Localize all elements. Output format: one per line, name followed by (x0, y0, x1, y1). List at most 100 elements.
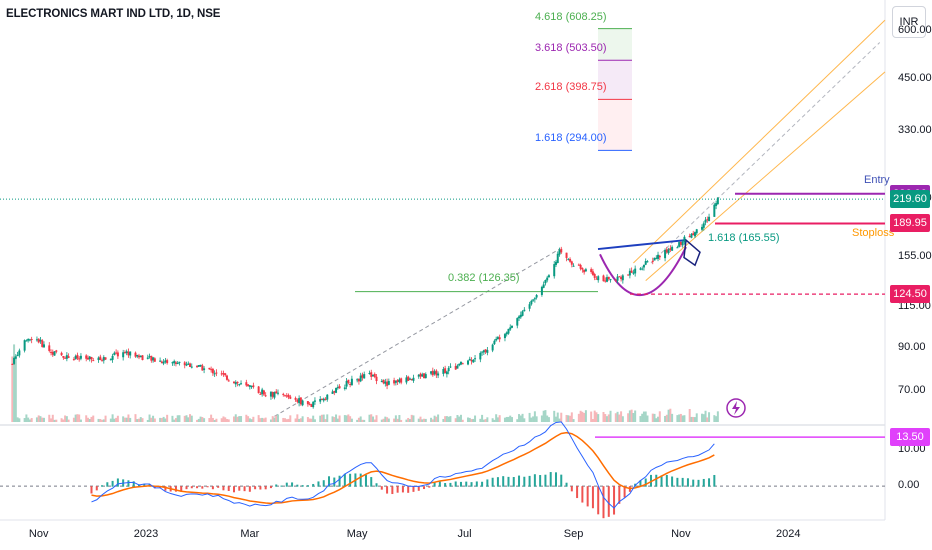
currency-button[interactable]: INR (892, 6, 926, 38)
volume-bar (113, 418, 116, 422)
candle-body (79, 355, 82, 359)
histogram-bar (423, 486, 426, 490)
candle (535, 294, 538, 300)
volume-bar (405, 419, 408, 422)
candle-body (716, 197, 719, 205)
histogram-bar (591, 486, 594, 509)
candle (18, 348, 21, 358)
candle-body (18, 350, 21, 356)
candle (48, 342, 51, 353)
candle-body (370, 372, 373, 377)
candle (148, 353, 151, 359)
histogram-bar (111, 480, 114, 487)
histogram-bar (101, 485, 104, 487)
candle (627, 274, 630, 276)
candle (298, 395, 301, 407)
candle (64, 356, 67, 359)
histogram-bar (496, 477, 499, 487)
candle-body (236, 381, 239, 384)
fib-level-label: 1.618 (294.00) (535, 132, 607, 145)
candle-body (496, 337, 499, 340)
lightning-icon[interactable] (726, 398, 746, 418)
candle (678, 241, 681, 248)
volume-bar (261, 417, 264, 422)
candle-body (412, 377, 415, 381)
candle (338, 384, 341, 389)
volume-bar (196, 419, 199, 422)
histogram-bar (428, 486, 431, 488)
volume-bar (544, 410, 547, 422)
candle-body (356, 379, 359, 381)
volume-bar (148, 414, 151, 422)
trend-projection-line (274, 248, 560, 417)
volume-bar (16, 417, 19, 422)
volume-bar (338, 415, 341, 422)
candle-body (424, 374, 427, 379)
volume-bar (459, 414, 462, 422)
histogram-bar (137, 484, 140, 487)
histogram-bar (349, 473, 352, 487)
volume-bar (76, 414, 79, 422)
volume-bar (320, 414, 323, 422)
volume-bar (115, 417, 118, 422)
candle (393, 377, 396, 386)
volume-bar (92, 415, 95, 422)
volume-bar (593, 410, 596, 422)
histogram-bar (391, 486, 394, 495)
candle (166, 358, 169, 365)
candle (554, 259, 557, 267)
candle (616, 274, 619, 284)
candle (468, 356, 471, 361)
candle (115, 349, 118, 355)
candle-body (644, 261, 647, 265)
candle (532, 299, 535, 302)
candle (683, 235, 686, 245)
time-tick-label: Nov (671, 528, 691, 540)
candle-body (532, 299, 535, 301)
candle-body (567, 258, 570, 260)
candle-body (333, 391, 336, 393)
candle-body (394, 380, 397, 383)
candle (224, 372, 227, 377)
candle-body (359, 375, 362, 382)
candle-body (577, 264, 580, 266)
candle-body (667, 249, 670, 254)
candle (665, 246, 668, 254)
histogram-bar (227, 486, 230, 491)
candle (310, 403, 313, 408)
candle (507, 328, 510, 335)
volume-bar (507, 416, 510, 422)
histogram-bar (708, 478, 711, 487)
volume-bar (523, 418, 526, 422)
candle-body (261, 389, 264, 395)
volume-bar (602, 412, 605, 422)
histogram-bar (539, 475, 542, 487)
candle (495, 336, 498, 342)
candle (630, 267, 633, 274)
histogram-bar (206, 486, 209, 488)
candle (547, 274, 550, 278)
candle-body (150, 355, 153, 361)
candle-body (706, 219, 709, 221)
candle (690, 233, 693, 239)
histogram-bar (280, 485, 283, 487)
candle-body (116, 352, 119, 357)
volume-bar (702, 414, 705, 422)
candle (505, 331, 508, 337)
candle-body (320, 398, 323, 400)
candle-body (28, 339, 31, 341)
histogram-bar (618, 486, 621, 504)
candle (273, 391, 276, 400)
candle-body (493, 340, 496, 345)
histogram-bar (417, 486, 420, 491)
volume-bar (664, 415, 667, 422)
volume-bar (363, 419, 366, 422)
candle (35, 336, 38, 342)
signal-line (91, 431, 715, 505)
histogram-bar (190, 486, 193, 489)
symbol-title[interactable]: ELECTRONICS MART IND LTD, 1D, NSE (6, 8, 221, 20)
volume-bar (166, 414, 169, 422)
volume-bar (25, 414, 28, 422)
candle-body (607, 276, 610, 280)
